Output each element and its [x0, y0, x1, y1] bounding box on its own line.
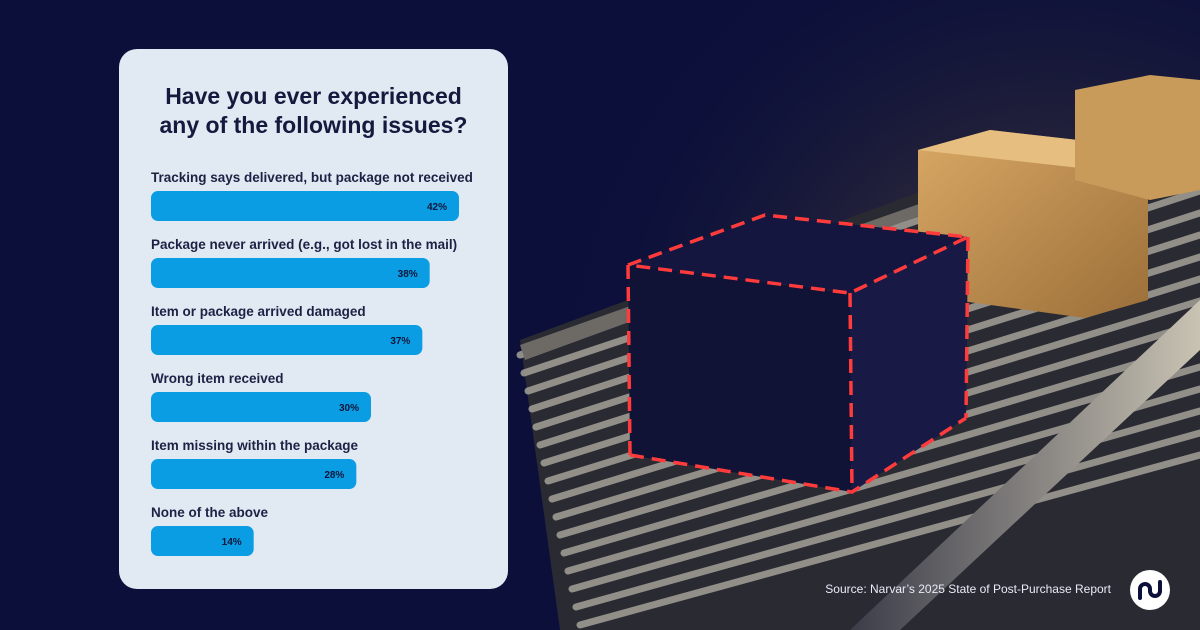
bar-category-label: Tracking says delivered, but package not…	[151, 170, 473, 185]
narvar-logo	[1130, 570, 1170, 610]
bar	[151, 392, 371, 422]
bar-chart: Tracking says delivered, but package not…	[151, 170, 473, 556]
chart-title-line-1: Have you ever experienced	[165, 83, 462, 109]
chart-title-text: Have you ever experienced any of the foll…	[160, 83, 468, 138]
bar-value-label: 28%	[324, 470, 344, 481]
bar	[151, 459, 357, 489]
bar-category-label: Wrong item received	[151, 371, 284, 386]
bar	[151, 191, 459, 221]
bar-category-label: Item or package arrived damaged	[151, 304, 366, 319]
bar-value-label: 42%	[427, 202, 447, 213]
bar-category-label: None of the above	[151, 505, 269, 520]
bar	[151, 526, 254, 556]
bar	[151, 258, 430, 288]
bar-value-label: 14%	[222, 537, 242, 548]
survey-chart-card: Have you ever experienced any of the foll…	[119, 49, 508, 589]
bar-value-label: 38%	[398, 269, 418, 280]
chart-title: Have you ever experienced any of the foll…	[119, 82, 508, 140]
bar-category-label: Item missing within the package	[151, 438, 359, 453]
source-footnote: Source: Narvar’s 2025 State of Post-Purc…	[825, 582, 1111, 596]
bar	[151, 325, 423, 355]
bar-value-label: 37%	[390, 336, 410, 347]
bar-value-label: 30%	[339, 403, 359, 414]
narvar-logo-icon	[1138, 580, 1162, 600]
bar-category-label: Package never arrived (e.g., got lost in…	[151, 237, 457, 252]
chart-title-line-2: any of the following issues?	[159, 112, 468, 138]
